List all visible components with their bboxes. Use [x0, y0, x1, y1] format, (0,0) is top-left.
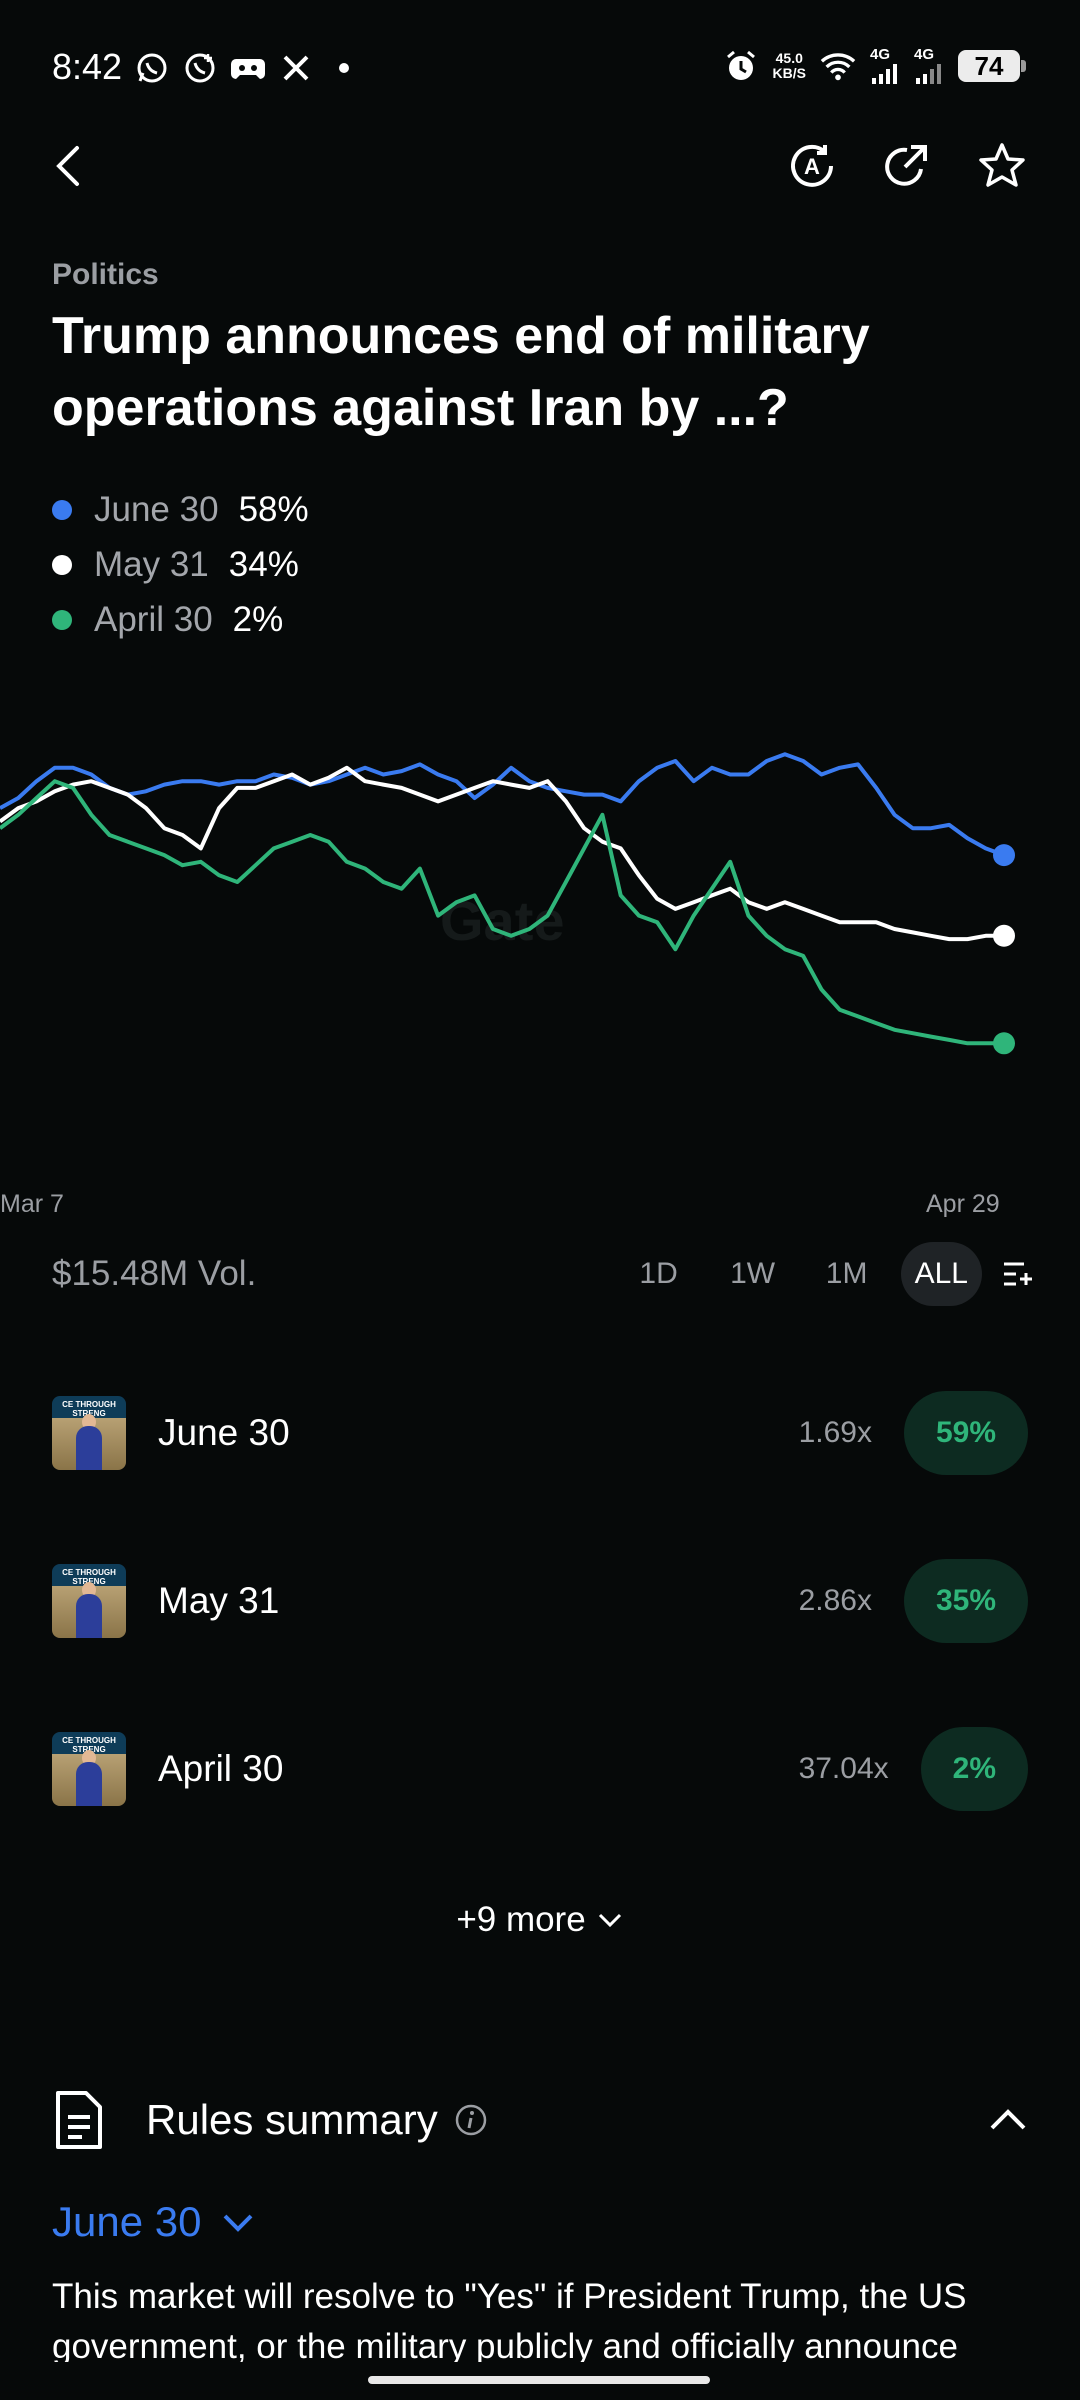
show-more-button[interactable]: +9 more — [0, 1900, 1080, 1940]
signal-4g-icon: 4G — [870, 47, 900, 84]
legend-name: May 31 — [94, 544, 209, 584]
legend-name: June 30 — [94, 489, 219, 529]
chart-legend: June 30 58% May 31 34% April 30 2% — [52, 482, 309, 647]
network-speed: 45.0 KB/S — [772, 50, 806, 81]
avatar: CE THROUGH STRENG — [52, 1732, 126, 1806]
notification-icons — [134, 50, 362, 86]
legend-item: June 30 58% — [52, 482, 309, 537]
rules-summary-header[interactable]: Rules summary — [52, 2080, 1028, 2160]
price-chart[interactable] — [0, 690, 1080, 1170]
game-controller-icon — [230, 50, 266, 86]
chevron-left-icon — [56, 146, 79, 186]
volume-label: $15.48M Vol. — [52, 1254, 257, 1293]
avatar: CE THROUGH STRENG — [52, 1396, 126, 1470]
translate-button[interactable]: A — [782, 136, 842, 196]
legend-pct: 2% — [232, 599, 284, 639]
alarm-icon — [723, 48, 759, 84]
system-icons: 45.0 KB/S 4G 4G 74 — [723, 47, 1026, 84]
x-icon — [278, 50, 314, 86]
star-icon — [979, 143, 1025, 187]
outcome-name: June 30 — [158, 1412, 290, 1453]
share-icon — [885, 145, 927, 186]
back-button[interactable] — [38, 136, 98, 196]
rules-text: This market will resolve to "Yes" if Pre… — [52, 2277, 967, 2362]
x-axis-start-label: Mar 7 — [0, 1190, 64, 1218]
rules-selected-outcome: June 30 — [52, 2198, 202, 2245]
market-title: Trump announces end of military operatio… — [52, 307, 870, 437]
rules-summary-title: Rules summary — [146, 2096, 438, 2143]
favorite-button[interactable] — [972, 136, 1032, 196]
whatsapp-icon — [134, 50, 170, 86]
legend-pct: 34% — [228, 544, 299, 584]
outcome-multiplier: 37.04x — [798, 1752, 889, 1785]
outcome-probability-button[interactable]: 59% — [903, 1391, 1028, 1475]
outcome-multiplier: 1.69x — [798, 1416, 872, 1449]
series-end-point-2 — [993, 1032, 1015, 1055]
outcome-row[interactable]: CE THROUGH STRENG April 30 37.04x 2% — [52, 1724, 1028, 1814]
chevron-down-icon — [224, 2214, 253, 2232]
legend-item: April 30 2% — [52, 592, 309, 647]
battery-indicator: 74 — [958, 50, 1026, 82]
range-tab-1w[interactable]: 1W — [730, 1257, 776, 1290]
chart-settings-button[interactable] — [996, 1252, 1040, 1296]
legend-dot — [52, 499, 72, 520]
outcome-multiplier: 2.86x — [798, 1584, 872, 1617]
legend-name: April 30 — [94, 599, 213, 639]
chevron-down-icon — [598, 1913, 621, 1928]
range-tab-all[interactable]: ALL — [900, 1242, 982, 1306]
status-time: 8:42 — [52, 46, 123, 87]
series-line-1 — [0, 765, 1004, 942]
whatsapp-business-icon — [182, 50, 218, 86]
list-settings-icon — [1004, 1262, 1032, 1286]
show-more-label: +9 more — [456, 1900, 586, 1939]
svg-text:A: A — [804, 154, 820, 179]
range-tabs: 1D 1W 1M ALL — [619, 1242, 1040, 1306]
rules-outcome-selector[interactable]: June 30 — [52, 2198, 255, 2246]
market-category: Politics — [52, 258, 159, 291]
outcome-probability-button[interactable]: 35% — [903, 1559, 1028, 1643]
avatar: CE THROUGH STRENG — [52, 1564, 126, 1638]
home-indicator[interactable] — [368, 2376, 710, 2384]
share-button[interactable] — [876, 136, 936, 196]
wifi-icon — [820, 48, 856, 84]
series-end-point-1 — [993, 924, 1015, 947]
outcome-row[interactable]: CE THROUGH STRENG May 31 2.86x 35% — [52, 1556, 1028, 1646]
series-line-0 — [0, 752, 1005, 857]
outcome-name: April 30 — [158, 1748, 284, 1789]
info-icon[interactable] — [454, 2103, 488, 2137]
signal-4g-icon-2: 4G — [914, 47, 944, 84]
more-dot-icon — [326, 50, 362, 86]
legend-dot — [52, 554, 72, 575]
outcome-name: May 31 — [158, 1580, 280, 1621]
series-line-2 — [0, 779, 1004, 1046]
legend-pct: 58% — [238, 489, 309, 529]
outcome-probability-button[interactable]: 2% — [920, 1727, 1028, 1811]
range-tab-1m[interactable]: 1M — [825, 1257, 868, 1290]
outcome-row[interactable]: CE THROUGH STRENG June 30 1.69x 59% — [52, 1388, 1028, 1478]
translate-icon: A — [791, 144, 833, 187]
legend-dot — [52, 609, 72, 630]
series-end-point-0 — [993, 844, 1015, 867]
x-axis-end-label: Apr 29 — [926, 1190, 1000, 1218]
legend-item: May 31 34% — [52, 537, 309, 592]
chevron-up-icon[interactable] — [988, 2108, 1028, 2132]
range-tab-1d[interactable]: 1D — [639, 1257, 678, 1290]
document-icon — [56, 2091, 102, 2149]
